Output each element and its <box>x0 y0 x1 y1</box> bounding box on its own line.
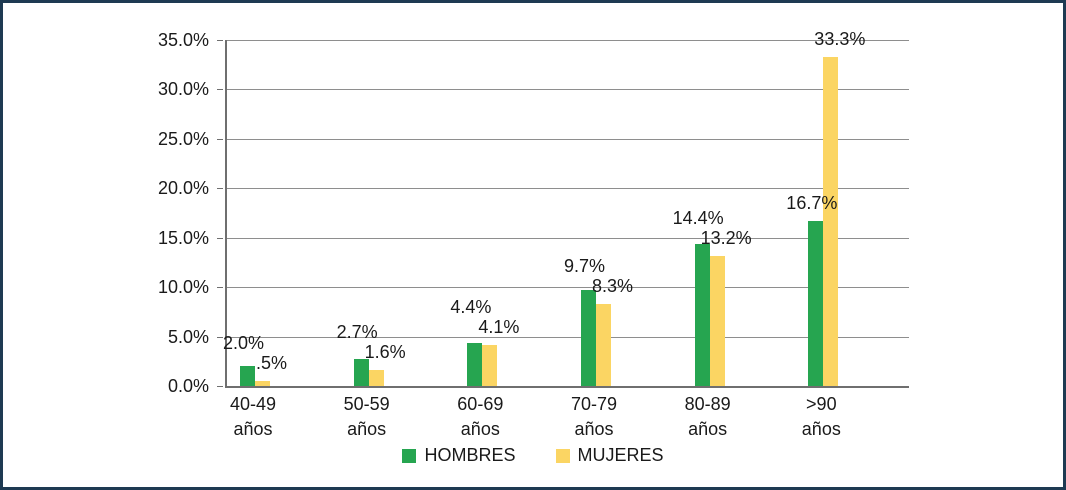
bar-hombres <box>808 220 824 386</box>
gridline <box>227 188 909 190</box>
category-label: 80-89 años <box>653 392 763 442</box>
bar-hombres <box>240 366 255 386</box>
bar-hombres <box>694 243 710 386</box>
bar-value-label-mujeres: .5% <box>255 353 288 374</box>
bar-value-label-mujeres: 1.6% <box>364 342 406 363</box>
gridline <box>227 287 909 289</box>
gridline <box>227 237 909 239</box>
y-tick-mark <box>217 336 223 338</box>
category-label: 60-69 años <box>425 392 535 442</box>
legend-label: HOMBRES <box>424 445 516 465</box>
category-label-line: 40-49 <box>229 394 277 414</box>
category-label-line: años <box>801 419 841 439</box>
y-tick-label: 10.0% <box>157 277 209 298</box>
category-label-line: >90 <box>806 394 837 414</box>
bar-value-label-hombres: 4.4% <box>450 297 492 318</box>
y-tick-mark <box>217 386 223 387</box>
bar-mujeres <box>823 56 839 386</box>
bar-hombres <box>353 359 369 386</box>
y-tick-mark <box>217 237 223 239</box>
bar-value-label-hombres: 9.7% <box>563 255 606 276</box>
bar-value-label-hombres: 2.0% <box>222 333 265 354</box>
bar-mujeres <box>368 370 384 386</box>
category-label-line: 50-59 <box>343 394 390 414</box>
legend-swatch-hombres <box>402 448 417 463</box>
category-label: 40-49 años <box>198 392 308 442</box>
bar-value-label-mujeres: 8.3% <box>591 275 634 296</box>
category-label: 50-59 años <box>312 392 422 442</box>
gridline <box>227 89 909 91</box>
category-label: >90 años <box>766 392 876 442</box>
bar-value-label-hombres: 14.4% <box>672 207 724 228</box>
bar-hombres <box>581 290 596 386</box>
gridline <box>227 336 909 338</box>
y-tick-label: 15.0% <box>157 227 209 248</box>
y-tick-label: 5.0% <box>167 326 209 347</box>
bar-value-label-hombres: 2.7% <box>336 322 378 343</box>
bar-value-label-mujeres: 13.2% <box>700 227 752 248</box>
legend: HOMBRES MUJERES <box>3 445 1063 466</box>
gridline <box>227 138 909 140</box>
category-label-line: 70-79 <box>570 394 618 414</box>
y-tick-label: 25.0% <box>157 128 209 149</box>
y-tick-mark <box>217 40 223 41</box>
bar-mujeres <box>596 303 611 386</box>
y-tick-label: 30.0% <box>157 79 209 100</box>
y-tick-label: 35.0% <box>157 30 209 50</box>
category-label-line: años <box>688 419 728 439</box>
bar-mujeres <box>482 345 498 386</box>
gridline <box>227 40 909 41</box>
plot-area <box>225 40 909 388</box>
category-label-line: 80-89 <box>684 394 731 414</box>
category-label: 70-79 años <box>539 392 649 442</box>
legend-item-mujeres: MUJERES <box>555 445 664 466</box>
y-tick-mark <box>217 89 223 91</box>
bar-value-label-mujeres: 4.1% <box>478 317 520 338</box>
y-tick-mark <box>217 287 223 289</box>
y-tick-mark <box>217 138 223 140</box>
bar-value-label-mujeres: 33.3% <box>814 28 866 49</box>
bar-value-label-hombres: 16.7% <box>786 192 838 213</box>
category-label-line: años <box>347 419 387 439</box>
bar-mujeres <box>255 381 270 386</box>
y-tick-label: 20.0% <box>157 178 209 199</box>
bar-hombres <box>467 342 483 386</box>
category-label-line: años <box>460 419 500 439</box>
category-label-line: 60-69 <box>457 394 504 414</box>
bar-mujeres <box>709 255 725 386</box>
legend-swatch-mujeres <box>555 448 570 463</box>
y-tick-label: 0.0% <box>167 376 209 396</box>
y-tick-mark <box>217 188 223 190</box>
legend-item-hombres: HOMBRES <box>402 445 516 466</box>
legend-label: MUJERES <box>577 445 664 465</box>
category-label-line: años <box>233 419 273 439</box>
category-label-line: años <box>574 419 614 439</box>
